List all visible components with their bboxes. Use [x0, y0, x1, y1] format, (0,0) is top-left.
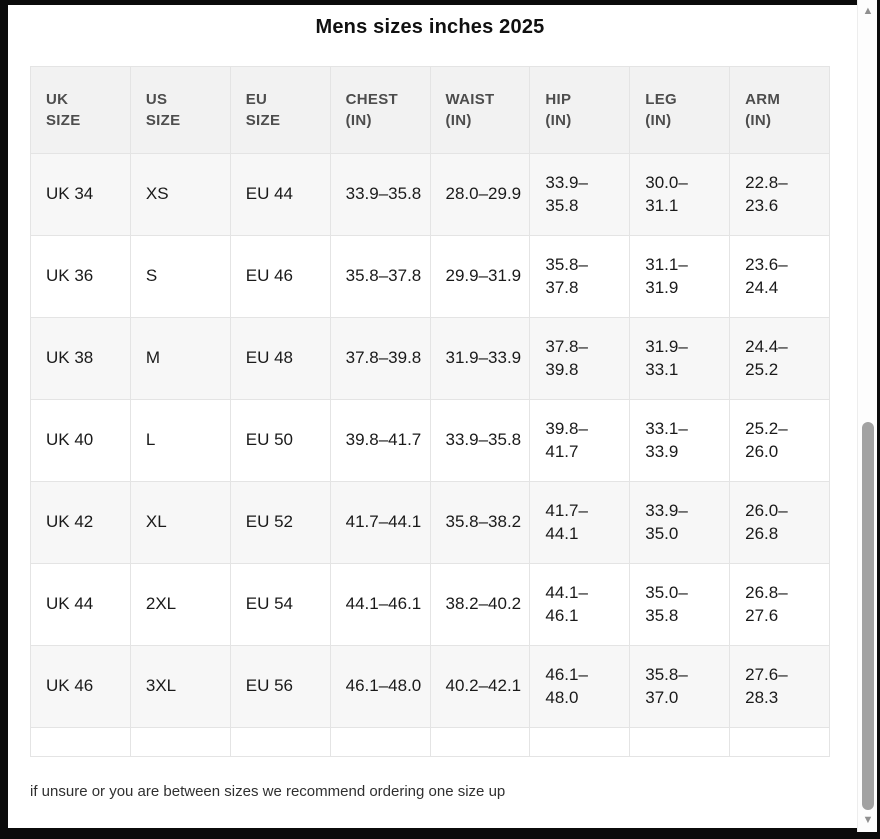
size-row-uk-34: UK 34 XS EU 44 33.9–35.8 28.0–29.9 33.9– 35.8…	[30, 153, 830, 236]
cell-arm: 23.6– 24.4	[729, 235, 830, 318]
size-chart-page: Mens sizes inches 2025 UK SIZE US SIZE EU …	[8, 5, 857, 828]
cell-us-size: M	[129, 317, 231, 400]
cell-us-size: XS	[129, 153, 231, 236]
size-row-uk-40: UK 40 L EU 50 39.8–41.7 33.9–35.8 39.8– 41.7 3…	[30, 399, 830, 482]
column-header-hip: HIP (IN)	[529, 66, 631, 154]
cell-us-size: L	[129, 399, 231, 482]
cell-leg: 33.9– 35.0	[629, 481, 731, 564]
scroll-up-icon[interactable]: ▲	[862, 5, 874, 17]
column-header-leg: LEG (IN)	[629, 66, 731, 154]
cell-arm: 24.4– 25.2	[729, 317, 830, 400]
cell-arm: 22.8– 23.6	[729, 153, 830, 236]
cell-leg: 30.0– 31.1	[629, 153, 731, 236]
cell-chest: 46.1–48.0	[329, 645, 431, 728]
cell-leg: 35.0– 35.8	[629, 563, 731, 646]
size-row-uk-36: UK 36 S EU 46 35.8–37.8 29.9–31.9 35.8– 37.8 3…	[30, 235, 830, 318]
cell-chest: 33.9–35.8	[329, 153, 431, 236]
empty-cell-eu-size	[229, 727, 331, 757]
size-row-uk-42: UK 42 XL EU 52 41.7–44.1 35.8–38.2 41.7– 44.1…	[30, 481, 830, 564]
size-table-header: UK SIZE US SIZE EU SIZE CHEST (IN) WAIST (IN…	[30, 66, 830, 154]
empty-row	[30, 727, 830, 757]
cell-chest: 37.8–39.8	[329, 317, 431, 400]
size-table-body: UK 34 XS EU 44 33.9–35.8 28.0–29.9 33.9– 35.8…	[30, 153, 830, 757]
column-header-chest: CHEST (IN)	[329, 66, 431, 154]
empty-cell-leg	[629, 727, 731, 757]
column-header-eu-size: EU SIZE	[229, 66, 331, 154]
cell-waist: 28.0–29.9	[429, 153, 531, 236]
cell-waist: 29.9–31.9	[429, 235, 531, 318]
cell-leg: 31.1– 31.9	[629, 235, 731, 318]
cell-hip: 41.7– 44.1	[529, 481, 631, 564]
cell-arm: 25.2– 26.0	[729, 399, 830, 482]
cell-leg: 35.8– 37.0	[629, 645, 731, 728]
cell-chest: 39.8–41.7	[329, 399, 431, 482]
cell-chest: 44.1–46.1	[329, 563, 431, 646]
cell-hip: 35.8– 37.8	[529, 235, 631, 318]
cell-eu-size: EU 56	[229, 645, 331, 728]
size-row-uk-46: UK 46 3XL EU 56 46.1–48.0 40.2–42.1 46.1– 48.…	[30, 645, 830, 728]
cell-uk-size: UK 38	[30, 317, 131, 400]
cell-us-size: 3XL	[129, 645, 231, 728]
size-row-uk-38: UK 38 M EU 48 37.8–39.8 31.9–33.9 37.8– 39.8 3…	[30, 317, 830, 400]
cell-eu-size: EU 46	[229, 235, 331, 318]
sizing-advice-note: if unsure or you are between sizes we re…	[30, 783, 506, 800]
cell-hip: 37.8– 39.8	[529, 317, 631, 400]
size-row-uk-44: UK 44 2XL EU 54 44.1–46.1 38.2–40.2 44.1– 46.…	[30, 563, 830, 646]
cell-hip: 33.9– 35.8	[529, 153, 631, 236]
cell-waist: 33.9–35.8	[429, 399, 531, 482]
cell-chest: 41.7–44.1	[329, 481, 431, 564]
cell-uk-size: UK 46	[30, 645, 131, 728]
cell-hip: 44.1– 46.1	[529, 563, 631, 646]
scroll-down-icon[interactable]: ▼	[862, 814, 874, 826]
cell-uk-size: UK 40	[30, 399, 131, 482]
cell-uk-size: UK 34	[30, 153, 131, 236]
column-header-uk-size: UK SIZE	[30, 66, 131, 154]
mens-size-table: UK SIZE US SIZE EU SIZE CHEST (IN) WAIST (IN…	[30, 66, 830, 757]
cell-arm: 26.0– 26.8	[729, 481, 830, 564]
column-header-waist: WAIST (IN)	[429, 66, 531, 154]
empty-cell-hip	[529, 727, 631, 757]
cell-waist: 40.2–42.1	[429, 645, 531, 728]
column-header-arm: ARM (IN)	[729, 66, 830, 154]
size-table-head-row: UK SIZE US SIZE EU SIZE CHEST (IN) WAIST (IN…	[30, 66, 830, 154]
cell-arm: 26.8– 27.6	[729, 563, 830, 646]
cell-uk-size: UK 36	[30, 235, 131, 318]
vertical-scrollbar[interactable]: ▲ ▼	[857, 0, 877, 832]
empty-cell-arm	[729, 727, 830, 757]
page-title: Mens sizes inches 2025	[315, 16, 545, 38]
cell-us-size: S	[129, 235, 231, 318]
empty-cell-waist	[429, 727, 531, 757]
cell-waist: 35.8–38.2	[429, 481, 531, 564]
empty-cell-chest	[329, 727, 431, 757]
empty-cell-uk-size	[30, 727, 131, 757]
cell-eu-size: EU 52	[229, 481, 331, 564]
cell-uk-size: UK 42	[30, 481, 131, 564]
cell-hip: 46.1– 48.0	[529, 645, 631, 728]
column-header-us-size: US SIZE	[129, 66, 231, 154]
cell-eu-size: EU 48	[229, 317, 331, 400]
cell-waist: 31.9–33.9	[429, 317, 531, 400]
cell-uk-size: UK 44	[30, 563, 131, 646]
cell-waist: 38.2–40.2	[429, 563, 531, 646]
cell-eu-size: EU 50	[229, 399, 331, 482]
scrollbar-thumb[interactable]	[862, 422, 874, 810]
cell-leg: 33.1– 33.9	[629, 399, 731, 482]
cell-us-size: 2XL	[129, 563, 231, 646]
cell-leg: 31.9– 33.1	[629, 317, 731, 400]
cell-hip: 39.8– 41.7	[529, 399, 631, 482]
cell-eu-size: EU 44	[229, 153, 331, 236]
cell-eu-size: EU 54	[229, 563, 331, 646]
title-container: Mens sizes inches 2025	[30, 16, 830, 39]
cell-chest: 35.8–37.8	[329, 235, 431, 318]
empty-cell-us-size	[129, 727, 231, 757]
cell-us-size: XL	[129, 481, 231, 564]
cell-arm: 27.6– 28.3	[729, 645, 830, 728]
